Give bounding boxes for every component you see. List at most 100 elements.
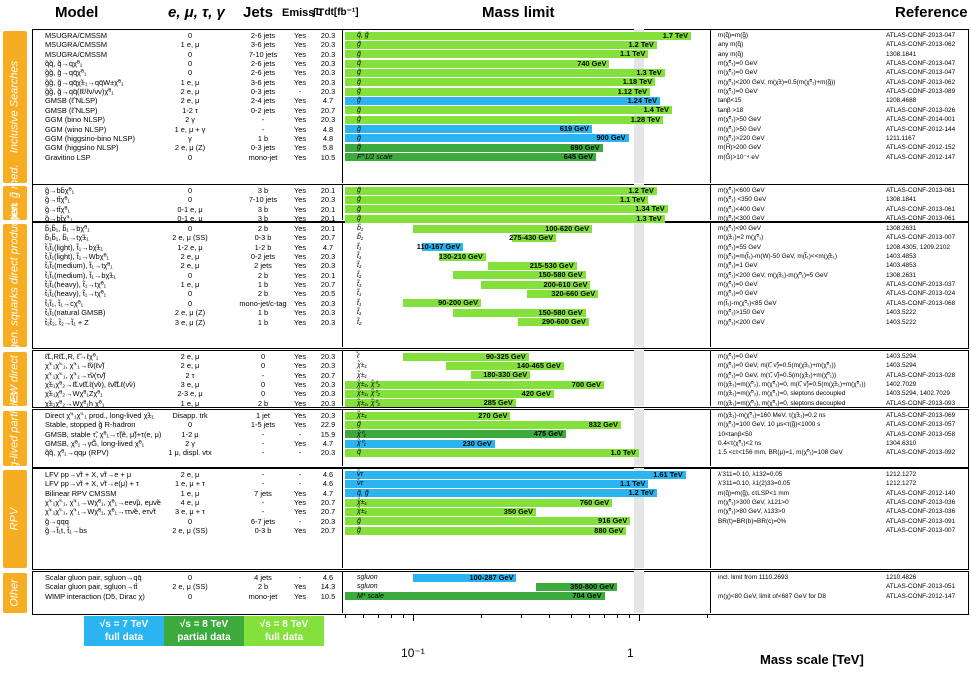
- reference-cell: 1212.1272: [886, 471, 917, 478]
- lumi-cell: 4.7: [322, 242, 334, 252]
- model-name: MSUGRA/CMSSM: [45, 40, 108, 50]
- emiss-cell: Yes: [293, 591, 307, 601]
- lepton-cell: 0: [187, 224, 193, 233]
- jets-cell: 0: [260, 389, 266, 399]
- axis-tick: [549, 614, 551, 618]
- bar-value-label: 1.18 TeV: [622, 77, 653, 87]
- bar-value-label: 275-430 GeV: [509, 232, 554, 242]
- plot-right-border: [710, 222, 711, 347]
- lepton-cell: 1 e, μ: [180, 488, 200, 498]
- model-name: MSUGRA/CMSSM: [45, 31, 108, 40]
- reference-cell: 1308.2631: [886, 271, 917, 279]
- bar-value-label: 1.2 TeV: [628, 39, 654, 49]
- particle-label: t̃₁: [357, 281, 362, 289]
- limit-condition: m(χ̃⁰₁)>50 GeV: [718, 125, 762, 133]
- limit-condition: m(χ̃⁰₁)<200 GeV: [718, 318, 765, 326]
- lepton-cell: 2 e, μ (SS): [172, 526, 208, 536]
- jets-cell: 0-3 jets: [250, 143, 276, 153]
- model-name: GGM (bino NLSP): [45, 115, 105, 125]
- emiss-cell: Yes: [293, 152, 307, 162]
- jets-cell: 3-6 jets: [250, 40, 276, 50]
- emiss-cell: Yes: [293, 280, 307, 290]
- lepton-cell: 1 e, μ: [180, 77, 200, 87]
- bar-value-label: 916 GeV: [598, 516, 628, 526]
- limit-bar: 475 GeV: [345, 430, 566, 439]
- model-name: q̃q̃, q̃→qχ̃⁰₁: [45, 59, 83, 69]
- emiss-cell: -: [298, 516, 302, 526]
- emiss-cell: -: [298, 87, 302, 97]
- reference-cell: 1308.2631: [886, 225, 917, 232]
- particle-label: q̃, g̃: [357, 32, 369, 39]
- particle-label: g̃: [357, 187, 361, 194]
- bar-value-label: 350-800 GeV: [570, 581, 615, 591]
- lumi-cell: 20.3: [320, 31, 336, 40]
- limit-condition: m(χ̃⁰₁)=0 GeV: [718, 353, 758, 360]
- reference-cell: ATLAS-CONF-2013-068: [886, 299, 956, 307]
- axis-tick: [603, 614, 605, 618]
- header-lumi: ∫L dt[fb⁻¹]: [313, 7, 359, 18]
- emiss-cell: Yes: [293, 298, 307, 308]
- lumi-cell: 20.3: [320, 308, 336, 318]
- lepton-cell: 2 e, μ: [180, 470, 200, 479]
- bar-value-label: 740 GeV: [577, 58, 607, 68]
- particle-label: q̃: [357, 60, 361, 68]
- bar-value-label: 270 GeV: [478, 410, 508, 420]
- jets-cell: mono-jet: [248, 152, 278, 162]
- axis-tick: [402, 614, 404, 618]
- one-tev-band: [633, 29, 644, 183]
- limit-bar: 140-465 GeV: [446, 360, 564, 370]
- lumi-cell: 20.1: [320, 186, 336, 195]
- particle-label: g̃: [357, 527, 361, 535]
- emiss-cell: Yes: [293, 389, 307, 399]
- reference-cell: ATLAS-CONF-2013-047: [886, 32, 956, 39]
- jets-cell: -: [261, 448, 265, 458]
- limit-condition: m(t̃₁)-m(χ̃⁰₁)<85 GeV: [718, 299, 777, 307]
- emiss-cell: Yes: [293, 270, 307, 280]
- lumi-cell: 20.7: [320, 507, 336, 517]
- lumi-cell: 20.3: [320, 361, 336, 371]
- limit-bar: 880 GeV: [345, 525, 627, 535]
- limit-condition: m(χ̃⁰₁)<400 GeV: [718, 205, 765, 213]
- jets-cell: -: [261, 370, 265, 380]
- reference-cell: ATLAS-CONF-2012-152: [886, 144, 956, 152]
- lumi-cell: 20.7: [320, 370, 336, 380]
- emiss-cell: Yes: [293, 143, 307, 153]
- bar-value-label: 880 GeV: [594, 525, 624, 535]
- limit-condition: m(χ̃⁰₁)=0 GeV, m(ℓ̃, ν̃)=0.5(m(χ̃±₁)+m(χ…: [718, 362, 836, 370]
- axis-tick: [520, 614, 522, 618]
- lumi-cell: 22.9: [320, 420, 336, 430]
- jets-cell: -: [261, 479, 265, 489]
- limit-condition: λ'311=0.10, λ132=0.05: [718, 471, 783, 478]
- one-tev-band: [633, 222, 644, 347]
- jets-cell: 1 b: [257, 308, 269, 318]
- bar-value-label: 150-580 GeV: [538, 270, 583, 280]
- limit-condition: m(χ̃⁰₁)=100 GeV, 10 μs<τ(g̃)<1000 s: [718, 421, 821, 429]
- lumi-cell: 4.8: [322, 133, 334, 143]
- emiss-cell: Yes: [293, 77, 307, 87]
- lepton-cell: 2 τ: [185, 370, 195, 380]
- axis-tick: [588, 614, 590, 618]
- lepton-cell: 0: [187, 289, 193, 299]
- jets-cell: 0: [260, 352, 266, 361]
- limit-bar: 275-430 GeV: [509, 232, 557, 242]
- one-tev-band: [633, 409, 644, 466]
- particle-label: sgluon: [357, 574, 378, 581]
- limit-bar: 1.2 TeV: [345, 489, 657, 498]
- particle-label: t̃₁: [357, 262, 362, 270]
- particle-label: M* scale: [357, 592, 384, 600]
- lepton-cell: 0: [187, 68, 193, 78]
- emiss-cell: Yes: [293, 224, 307, 233]
- limit-condition: m(χ̃⁰₁)>80 GeV, λ133>0: [718, 508, 786, 516]
- lumi-cell: 4.7: [322, 96, 334, 106]
- reference-cell: 1403.5294: [886, 353, 917, 360]
- model-name: χ̃±₁χ̃⁰₂→Wχ̃⁰₁h χ̃⁰₁: [45, 398, 105, 408]
- model-name: WIMP interaction (D5, Dirac χ): [45, 591, 145, 601]
- bar-value-label: 150-580 GeV: [538, 307, 583, 317]
- limit-condition: m(χ̃⁰₁)=0 GeV: [718, 290, 758, 298]
- limit-bar: 1.0 TeV: [345, 448, 639, 457]
- jets-cell: 4 jets: [254, 573, 272, 582]
- bar-value-label: 1.61 TeV: [653, 469, 683, 479]
- bar-value-label: 140-465 GeV: [516, 360, 561, 370]
- bar-value-label: 704 GeV: [572, 591, 602, 601]
- reference-cell: ATLAS-CONF-2013-028: [886, 371, 956, 379]
